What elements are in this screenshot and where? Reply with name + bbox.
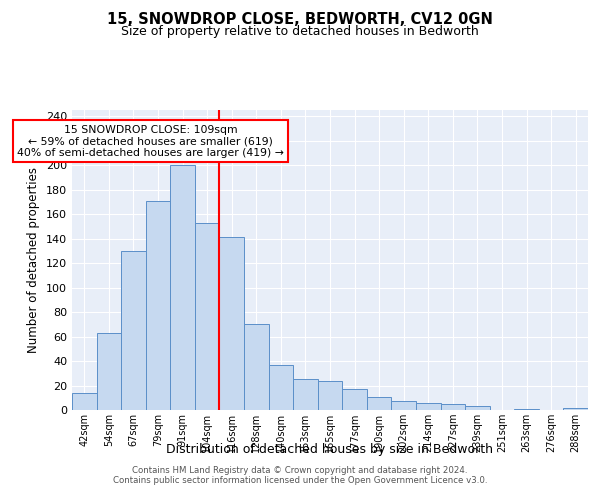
Text: 15 SNOWDROP CLOSE: 109sqm
← 59% of detached houses are smaller (619)
40% of semi: 15 SNOWDROP CLOSE: 109sqm ← 59% of detac… xyxy=(17,124,284,158)
Bar xyxy=(146,200,170,410)
Bar xyxy=(195,222,220,410)
Bar xyxy=(465,406,490,410)
Bar xyxy=(440,404,465,410)
Bar xyxy=(416,402,440,410)
Bar xyxy=(293,380,318,410)
Bar xyxy=(121,251,146,410)
Text: Size of property relative to detached houses in Bedworth: Size of property relative to detached ho… xyxy=(121,25,479,38)
Bar xyxy=(563,408,588,410)
Bar xyxy=(244,324,269,410)
Bar xyxy=(367,396,391,410)
Bar xyxy=(514,409,539,410)
Bar xyxy=(220,238,244,410)
Bar xyxy=(97,333,121,410)
Bar xyxy=(72,393,97,410)
Bar xyxy=(318,380,342,410)
Text: Distribution of detached houses by size in Bedworth: Distribution of detached houses by size … xyxy=(167,442,493,456)
Bar xyxy=(342,389,367,410)
Y-axis label: Number of detached properties: Number of detached properties xyxy=(28,167,40,353)
Bar xyxy=(269,364,293,410)
Text: Contains HM Land Registry data © Crown copyright and database right 2024.
Contai: Contains HM Land Registry data © Crown c… xyxy=(113,466,487,485)
Bar xyxy=(391,402,416,410)
Text: 15, SNOWDROP CLOSE, BEDWORTH, CV12 0GN: 15, SNOWDROP CLOSE, BEDWORTH, CV12 0GN xyxy=(107,12,493,28)
Bar xyxy=(170,165,195,410)
